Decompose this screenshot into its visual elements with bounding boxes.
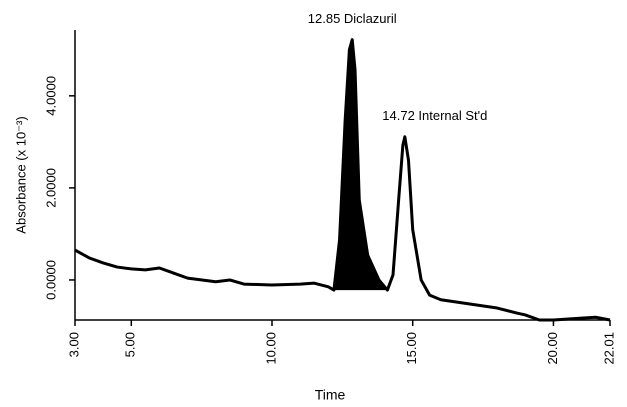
y-tick-label: 2.0000 (43, 168, 58, 208)
peak-annotation: 14.72 Internal St'd (382, 108, 487, 123)
x-tick-label: 15.00 (404, 332, 419, 365)
x-tick-label: 3.00 (66, 332, 81, 357)
y-axis-label: Absorbance (x 10⁻³) (13, 116, 28, 233)
x-tick-label: 5.00 (123, 332, 138, 357)
x-tick-label: 20.00 (545, 332, 560, 365)
peak-annotation: 12.85 Diclazuril (308, 11, 397, 26)
line-series (74, 38, 611, 322)
x-axis-label: Time (315, 387, 346, 403)
x-tick-label: 22.01 (601, 332, 616, 365)
y-tick-label: 0.0000 (43, 260, 58, 300)
y-tick-label: 4.0000 (43, 76, 58, 116)
x-tick-label: 10.00 (263, 332, 278, 365)
